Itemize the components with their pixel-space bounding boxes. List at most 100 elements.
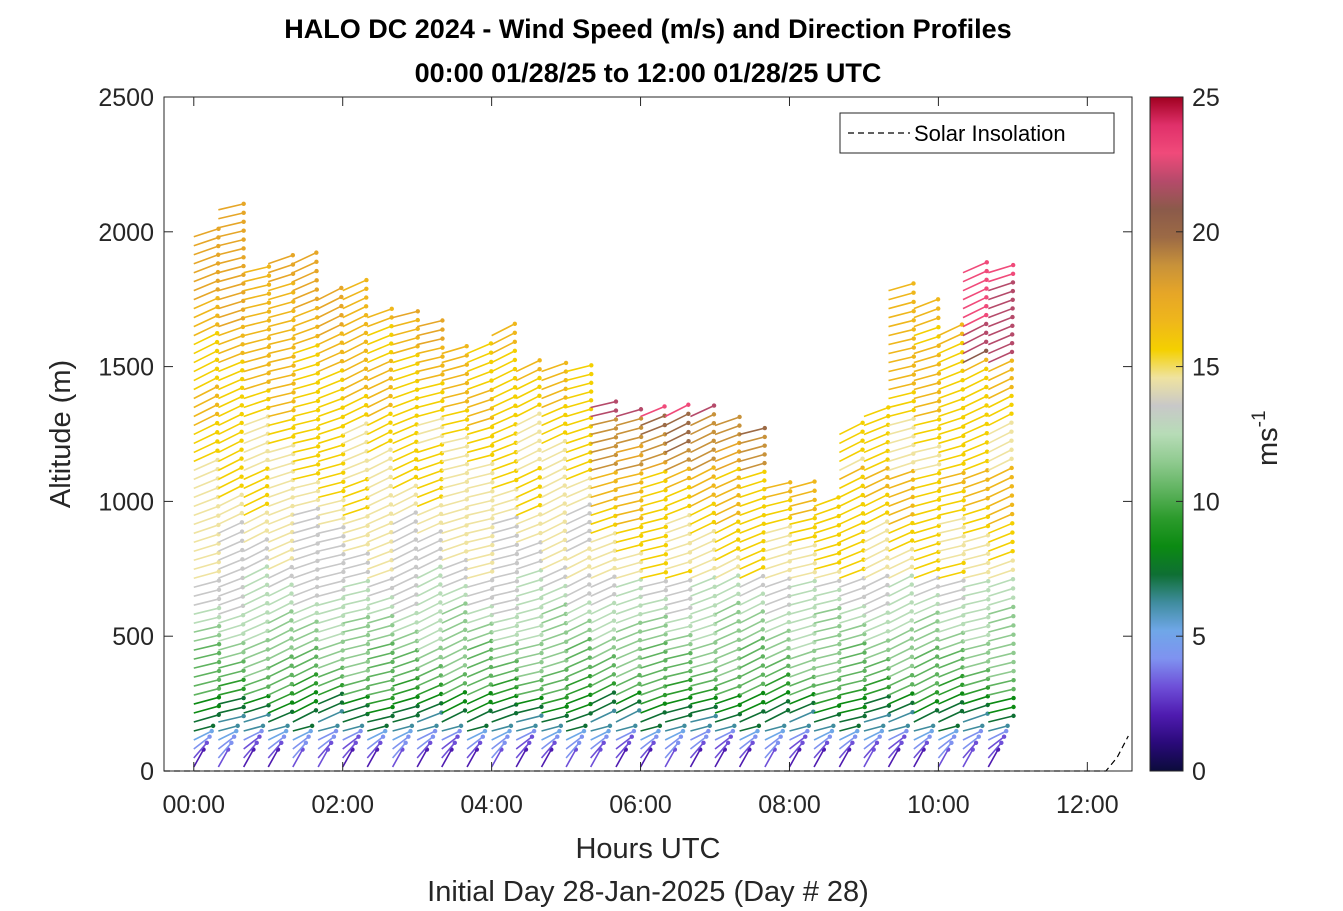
wind-barb bbox=[268, 427, 294, 436]
wind-barb-head bbox=[860, 474, 865, 479]
wind-barb-head bbox=[587, 511, 592, 516]
wind-barb bbox=[193, 236, 219, 247]
wind-barb bbox=[962, 678, 989, 687]
wind-barb-head bbox=[240, 333, 245, 338]
wind-barb-head bbox=[264, 546, 270, 551]
wind-barb bbox=[317, 749, 329, 768]
wind-barb bbox=[962, 460, 988, 472]
wind-barb-head bbox=[359, 723, 365, 729]
wind-barb bbox=[738, 742, 754, 759]
wind-barb-head bbox=[488, 708, 493, 713]
wind-barb bbox=[988, 670, 1014, 678]
wind-barb-head bbox=[214, 420, 220, 426]
wind-barb-head bbox=[983, 357, 989, 363]
wind-barb bbox=[839, 422, 863, 436]
wind-barb bbox=[789, 562, 815, 571]
wind-barb-head bbox=[961, 433, 966, 439]
wind-barb bbox=[888, 725, 909, 732]
wind-barb-head bbox=[587, 582, 592, 587]
wind-barb-head bbox=[216, 587, 222, 592]
wind-barb bbox=[541, 714, 567, 723]
wind-barb bbox=[218, 679, 244, 687]
wind-barb-head bbox=[234, 728, 239, 734]
wind-barb-head bbox=[314, 610, 319, 616]
wind-barb-head bbox=[911, 372, 917, 377]
wind-barb bbox=[764, 682, 789, 696]
wind-barb-head bbox=[631, 728, 637, 734]
wind-barb-head bbox=[884, 501, 890, 506]
wind-barb bbox=[888, 301, 914, 310]
wind-barb bbox=[193, 280, 219, 292]
wind-barb-head bbox=[266, 264, 272, 269]
wind-barb bbox=[342, 506, 368, 517]
wind-barb-head bbox=[562, 537, 568, 543]
wind-barb bbox=[962, 742, 977, 759]
wind-barb bbox=[416, 683, 442, 696]
wind-barb bbox=[416, 382, 443, 391]
wind-barb bbox=[392, 677, 418, 687]
wind-barb-head bbox=[341, 507, 346, 512]
wind-barb-head bbox=[711, 456, 716, 461]
wind-barb-head bbox=[960, 377, 965, 383]
wind-barb bbox=[888, 452, 914, 463]
wind-barb-head bbox=[755, 728, 760, 734]
wind-barb bbox=[392, 319, 418, 328]
wind-barb-head bbox=[732, 723, 737, 729]
wind-barb bbox=[913, 445, 940, 454]
wind-barb-head bbox=[241, 659, 246, 664]
wind-barb bbox=[714, 657, 740, 669]
wind-barb bbox=[839, 521, 864, 535]
wind-barb bbox=[615, 674, 640, 687]
wind-barb bbox=[938, 425, 964, 436]
wind-barbs-layer bbox=[193, 201, 1016, 768]
wind-barb bbox=[565, 647, 591, 660]
wind-barb-head bbox=[365, 542, 370, 547]
chart-subtitle: 00:00 01/28/25 to 12:00 01/28/25 UTC bbox=[415, 58, 882, 88]
wind-barb bbox=[664, 625, 691, 633]
wind-barb bbox=[466, 389, 492, 400]
wind-barb bbox=[962, 323, 987, 337]
wind-barb bbox=[366, 512, 392, 526]
wind-barb bbox=[292, 436, 319, 445]
wind-barb bbox=[640, 725, 661, 732]
wind-barb bbox=[366, 395, 391, 409]
wind-barb bbox=[342, 634, 369, 642]
wind-barb bbox=[317, 323, 342, 337]
wind-barb bbox=[863, 494, 888, 508]
wind-barb bbox=[987, 522, 1013, 535]
wind-barb-head bbox=[730, 728, 736, 734]
wind-barb-head bbox=[389, 539, 394, 544]
wind-barb bbox=[640, 461, 666, 472]
wind-barb-head bbox=[613, 443, 619, 449]
wind-barb bbox=[367, 688, 393, 696]
wind-barb bbox=[913, 516, 940, 526]
wind-barb-head bbox=[489, 434, 495, 439]
wind-barb-head bbox=[612, 592, 617, 597]
wind-barb bbox=[789, 499, 815, 508]
wind-barb bbox=[739, 664, 764, 678]
wind-barb-head bbox=[862, 622, 867, 628]
wind-barb-head bbox=[514, 551, 520, 557]
wind-barb bbox=[342, 341, 367, 355]
wind-barb-head bbox=[214, 348, 220, 354]
wind-barb bbox=[193, 487, 219, 499]
wind-barb bbox=[392, 538, 417, 552]
wind-barb bbox=[193, 542, 219, 553]
wind-barb-head bbox=[216, 633, 222, 638]
wind-barb bbox=[441, 418, 468, 427]
wind-barb-head bbox=[984, 286, 989, 291]
wind-barb bbox=[342, 704, 368, 714]
wind-barb bbox=[813, 736, 831, 750]
wind-barb bbox=[888, 730, 907, 741]
wind-barb bbox=[292, 736, 310, 750]
wind-barb-head bbox=[999, 740, 1004, 746]
wind-barb bbox=[690, 604, 716, 615]
wind-barb bbox=[888, 346, 914, 355]
wind-barb-head bbox=[960, 647, 965, 653]
wind-barb-head bbox=[984, 303, 989, 309]
wind-barb bbox=[441, 700, 466, 714]
wind-barb bbox=[342, 660, 369, 669]
wind-barb bbox=[392, 575, 417, 588]
wind-barb bbox=[913, 730, 933, 741]
